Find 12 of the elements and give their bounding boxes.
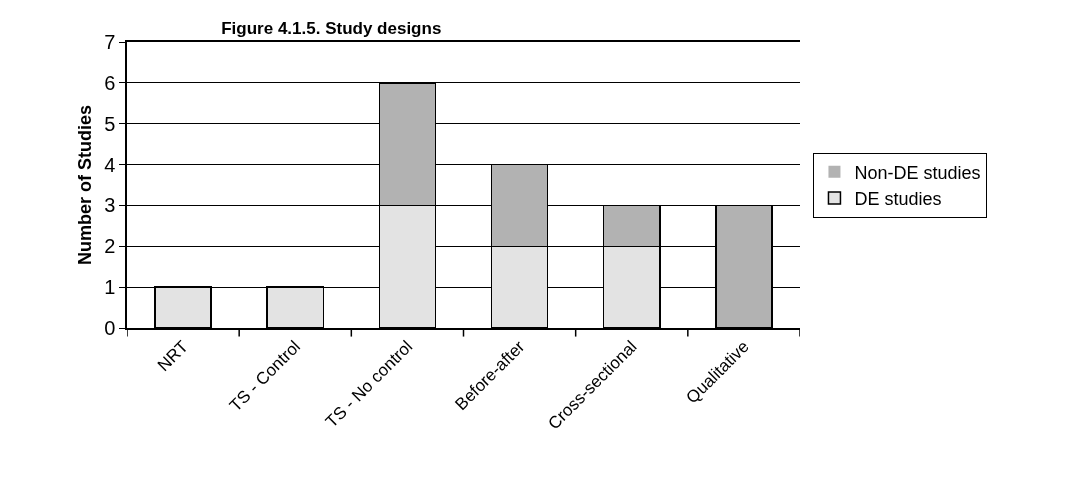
legend-label: DE studies bbox=[854, 189, 942, 210]
y-tick-label: 1 bbox=[104, 276, 116, 299]
legend-label: Non-DE studies bbox=[854, 162, 981, 183]
y-tick-label: 3 bbox=[104, 194, 116, 217]
y-tick-label: 2 bbox=[104, 235, 116, 258]
y-tick-label: 4 bbox=[104, 153, 116, 176]
y-tick-label: 0 bbox=[104, 317, 116, 339]
y-tick-label: 6 bbox=[104, 71, 116, 94]
chart-title: Figure 4.1.5. Study designs bbox=[221, 18, 442, 38]
y-tick-label: 7 bbox=[104, 31, 116, 53]
y-tick-label: 5 bbox=[104, 112, 116, 135]
y-axis-title: Number of Studies bbox=[74, 104, 95, 266]
